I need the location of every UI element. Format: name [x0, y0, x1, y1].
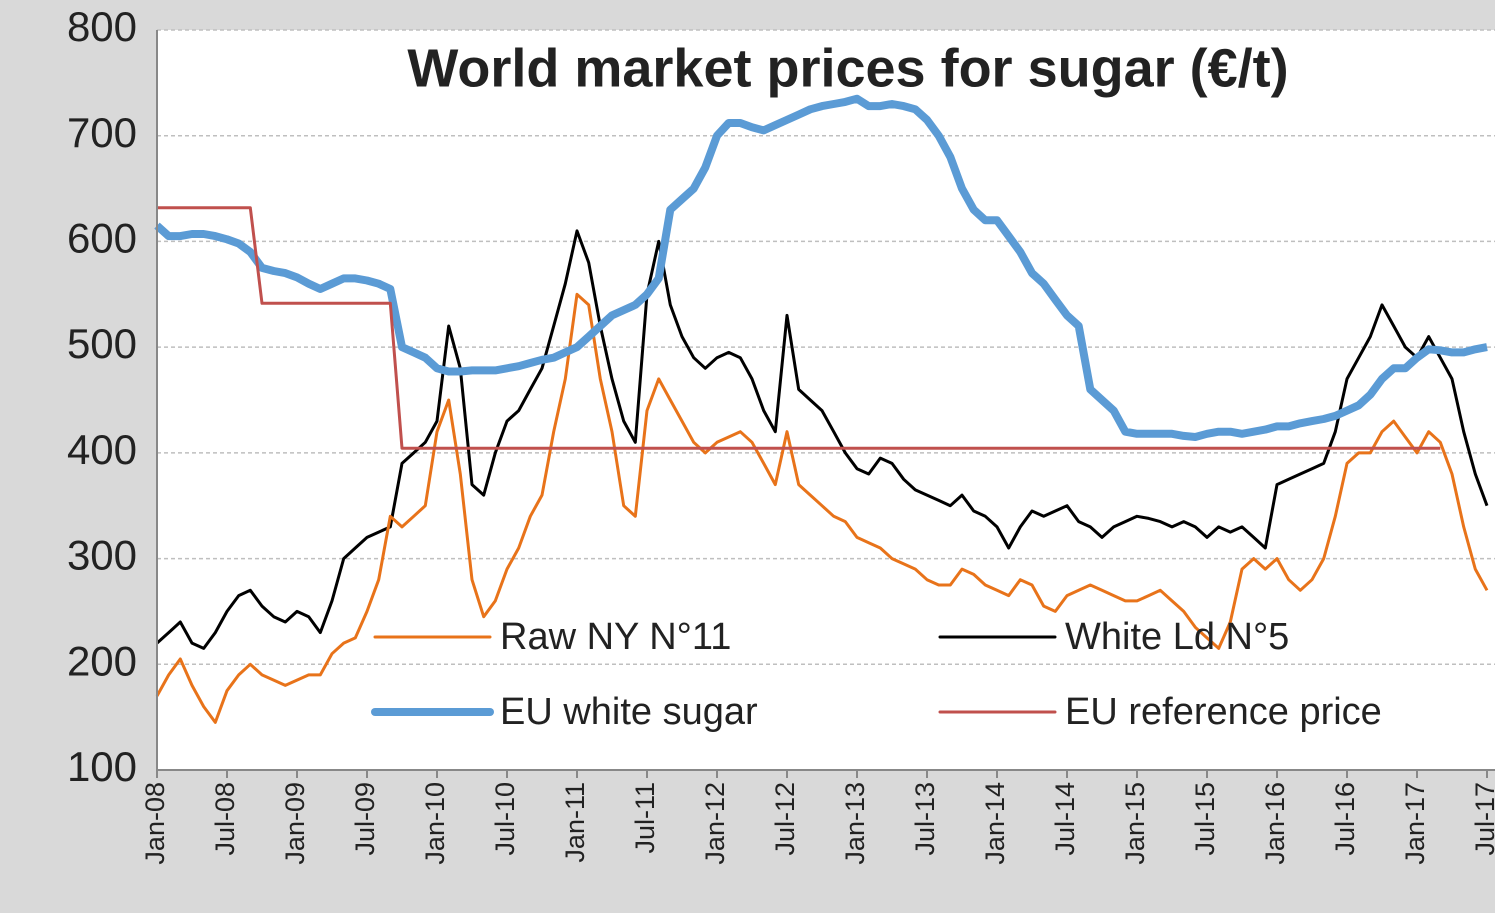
x-tick-label: Jan-11 — [560, 782, 590, 863]
x-tick-label: Jul-15 — [1190, 782, 1220, 856]
x-tick-label: Jan-10 — [420, 782, 450, 865]
y-tick-label: 500 — [67, 320, 137, 367]
y-tick-label: 600 — [67, 215, 137, 262]
x-tick-label: Jan-15 — [1120, 782, 1150, 865]
legend-label: White Ld N°5 — [1065, 616, 1289, 658]
legend-label: EU reference price — [1065, 691, 1382, 733]
x-tick-label: Jul-17 — [1470, 782, 1495, 856]
x-tick-label: Jul-09 — [350, 782, 380, 856]
x-tick-label: Jul-12 — [770, 782, 800, 856]
y-tick-label: 400 — [67, 426, 137, 473]
series-line — [155, 229, 1489, 650]
x-tick-label: Jan-08 — [140, 782, 170, 865]
x-tick-label: Jul-10 — [490, 782, 520, 856]
y-tick-label: 100 — [67, 743, 137, 790]
legend-label: Raw NY N°11 — [500, 616, 731, 658]
x-tick-label: Jan-16 — [1260, 782, 1290, 865]
x-tick-label: Jan-14 — [980, 782, 1010, 865]
x-tick-label: Jul-08 — [210, 782, 240, 856]
series-line — [157, 206, 1441, 450]
plot-area — [157, 30, 1495, 770]
series-line — [154, 94, 1488, 441]
chart-title: World market prices for sugar (€/t) — [407, 38, 1288, 98]
y-tick-label: 300 — [67, 532, 137, 579]
y-tick-label: 800 — [67, 3, 137, 50]
y-tick-label: 700 — [67, 109, 137, 156]
x-tick-label: Jul-11 — [630, 782, 660, 854]
x-tick-label: Jul-16 — [1330, 782, 1360, 856]
x-tick-label: Jul-13 — [910, 782, 940, 856]
x-tick-label: Jan-13 — [840, 782, 870, 865]
series-line — [155, 292, 1489, 724]
x-tick-label: Jan-12 — [700, 782, 730, 865]
y-tick-label: 200 — [67, 637, 137, 684]
x-tick-label: Jul-14 — [1050, 782, 1080, 856]
legend-label: EU white sugar — [500, 691, 758, 733]
x-tick-label: Jan-17 — [1400, 782, 1430, 865]
x-tick-label: Jan-09 — [280, 782, 310, 865]
